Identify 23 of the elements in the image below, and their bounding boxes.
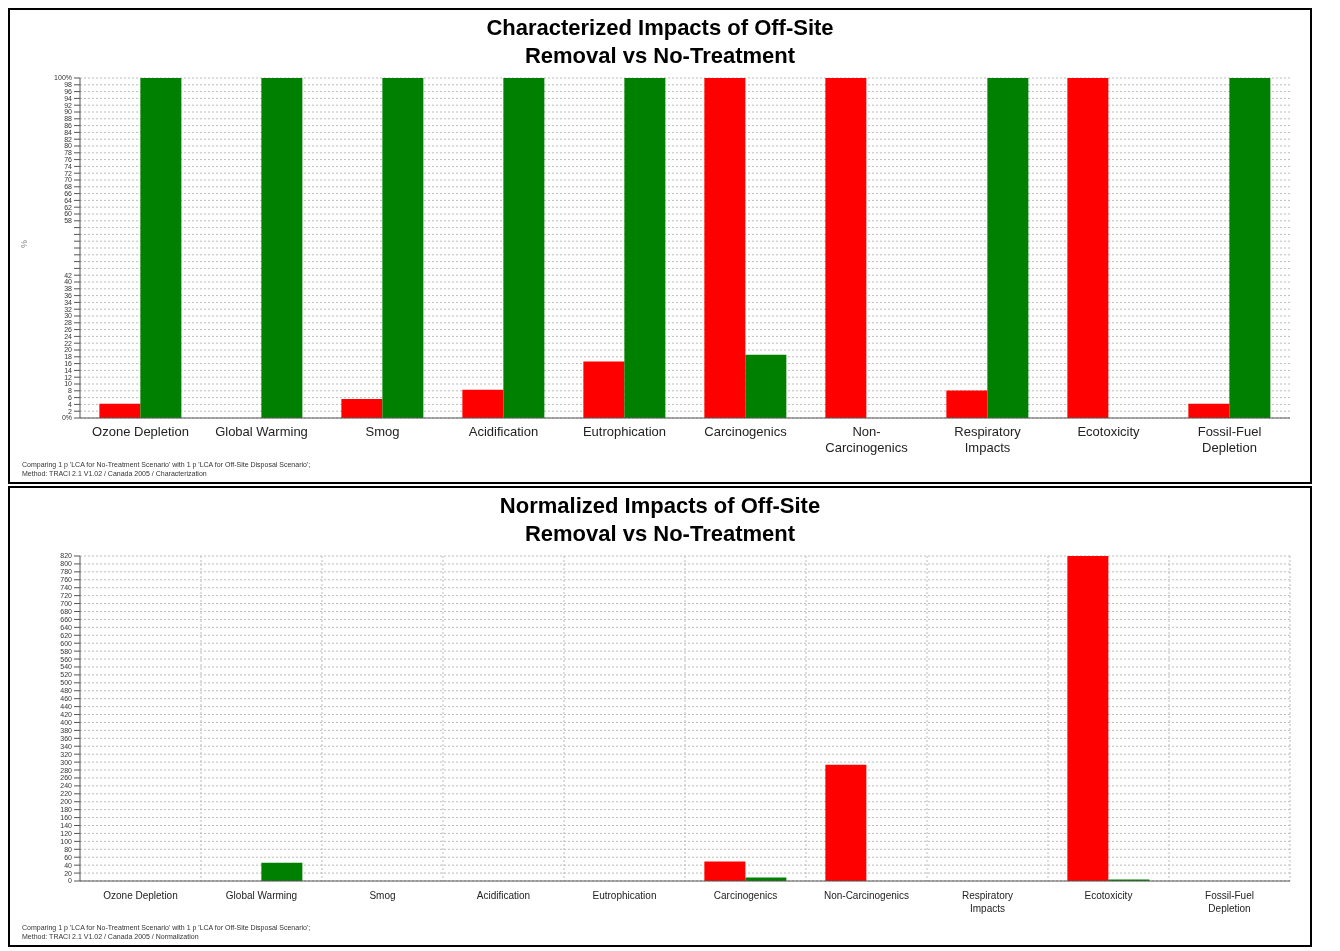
x-tick-label: Respiratory Impacts — [954, 424, 1022, 455]
x-tick-label: Fossil-Fuel Depletion — [1197, 424, 1262, 455]
y-axis-title: % — [19, 239, 30, 248]
x-tick-label: Respiratory Impacts — [961, 890, 1014, 914]
x-tick-label: Eutrophication — [582, 424, 667, 439]
x-tick-label: Eutrophication — [592, 890, 657, 901]
x-tick-label: Non-Carcinogenics — [823, 890, 910, 901]
x-tick-label: Ecotoxicity — [1077, 424, 1141, 439]
x-tick-label: Fossil-Fuel Depletion — [1205, 890, 1254, 914]
x-tick-label: Acidification — [468, 424, 539, 439]
x-tick-label: Acidification — [476, 890, 531, 901]
x-tick-label: Carcinogenics — [704, 424, 788, 439]
chart-title: Characterized Impacts of Off-Site Removal vs No-Treatment — [486, 15, 834, 68]
chart-title: Normalized Impacts of Off-Site Removal vs No-Treatment — [499, 493, 821, 546]
x-tick-label: Non-Carcinogenics — [825, 424, 909, 455]
x-tick-label: Carcinogenics — [713, 890, 778, 901]
x-tick-label: Smog — [369, 890, 396, 901]
x-tick-label: Smog — [365, 424, 400, 439]
x-tick-label: Global Warming — [225, 890, 298, 901]
x-tick-label: Ecotoxicity — [1084, 890, 1133, 901]
x-tick-label: Ozone Depletion — [92, 424, 189, 439]
x-tick-label: Global Warming — [215, 424, 308, 439]
x-tick-label: Ozone Depletion — [103, 890, 178, 901]
